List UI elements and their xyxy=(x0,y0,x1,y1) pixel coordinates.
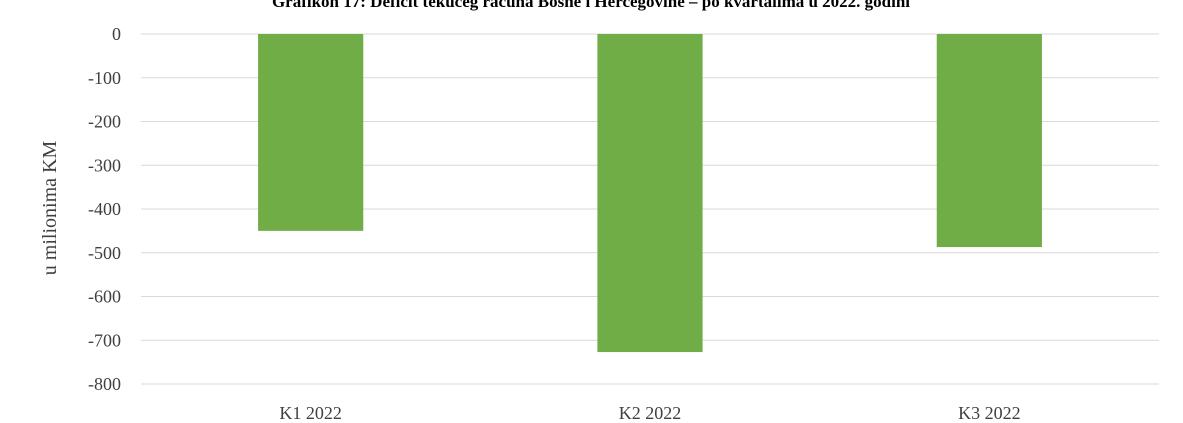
x-tick-label: K2 2022 xyxy=(619,403,682,423)
bar-k3-2022 xyxy=(936,34,1042,248)
y-tick-label: -600 xyxy=(88,287,121,307)
y-tick-label: -400 xyxy=(88,199,121,219)
y-axis-title: u milionima KM xyxy=(39,141,61,276)
y-axis-ticks: 0 -100 -200 -300 -400 -500 -600 -700 -800 xyxy=(88,24,121,394)
x-axis-ticks: K1 2022 K2 2022 K3 2022 xyxy=(279,403,1020,423)
y-tick-label: -800 xyxy=(88,374,121,394)
y-tick-label: -100 xyxy=(88,68,121,88)
bar-k2-2022 xyxy=(597,34,703,353)
y-tick-label: -300 xyxy=(88,155,121,175)
y-tick-label: -700 xyxy=(88,330,121,350)
bars xyxy=(258,34,1042,353)
y-tick-label: -500 xyxy=(88,243,121,263)
bar-k1-2022 xyxy=(258,34,364,231)
x-tick-label: K3 2022 xyxy=(958,403,1021,423)
y-tick-label: 0 xyxy=(112,24,121,44)
y-tick-label: -200 xyxy=(88,112,121,132)
x-tick-label: K1 2022 xyxy=(279,403,342,423)
chart-title: Grafikon 17: Deficit tekućeg računa Bosn… xyxy=(272,0,910,11)
